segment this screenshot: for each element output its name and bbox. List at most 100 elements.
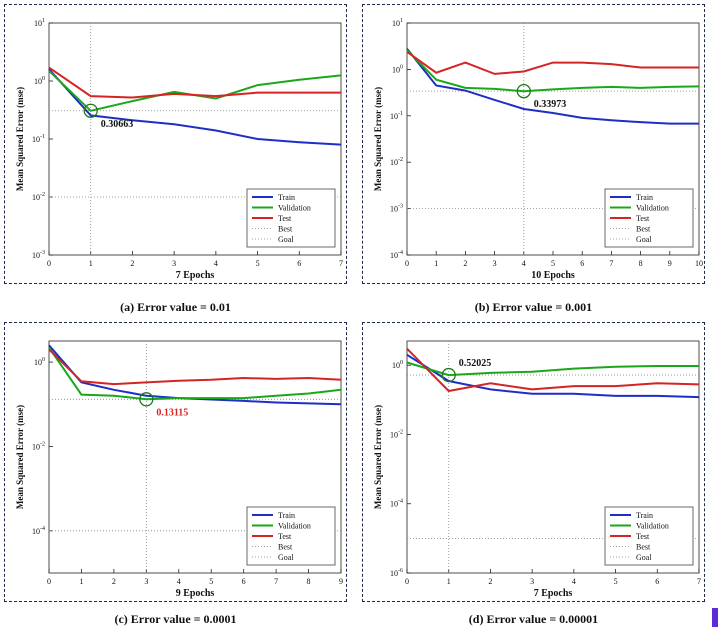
legend-label-best: Best [636, 543, 651, 552]
y-tick-exponent: -2 [398, 429, 403, 435]
series-line-test [406, 347, 700, 393]
series-line-validation [406, 49, 700, 93]
caption-d: (d) Error value = 0.00001 [468, 612, 599, 626]
y-tick-base: 10 [34, 358, 42, 367]
y-tick-label: 10-2 [32, 192, 45, 202]
y-tick-exponent: -1 [40, 134, 45, 140]
x-tick-label: 7 [274, 577, 278, 586]
accent-bar [712, 608, 718, 627]
caption-b: (b) Error value = 0.001 [474, 300, 593, 314]
series-line-train [406, 48, 699, 125]
y-tick-base: 10 [390, 500, 398, 509]
y-tick-base: 10 [390, 158, 398, 167]
legend-label-test: Test [636, 214, 650, 223]
best-value-annotation: 0.33973 [534, 99, 567, 110]
x-tick-label: 5 [209, 577, 213, 586]
y-tick-base: 10 [392, 19, 400, 28]
x-tick-label: 0 [47, 259, 51, 268]
legend-label-validation: Validation [636, 204, 669, 213]
y-tick-base: 10 [32, 135, 40, 144]
best-point-marker [516, 84, 531, 99]
series-line-test [406, 50, 699, 75]
caption-a: (a) Error value = 0.01 [120, 300, 231, 314]
legend-label-best: Best [636, 225, 651, 234]
x-tick-label: 1 [89, 259, 93, 268]
caption-c: (c) Error value = 0.0001 [114, 612, 237, 626]
legend-label-test: Test [278, 214, 292, 223]
y-tick-base: 10 [392, 361, 400, 370]
y-tick-label: 100 [34, 76, 45, 86]
x-tick-label: 3 [144, 577, 148, 586]
legend-label-validation: Validation [278, 522, 311, 531]
x-tick-label: 8 [639, 259, 643, 268]
y-tick-base: 10 [32, 442, 40, 451]
x-axis-label: 7 Epochs [176, 270, 215, 281]
best-value-annotation: 0.13115 [156, 407, 188, 418]
x-tick-label: 5 [256, 259, 260, 268]
y-tick-label: 10-1 [32, 134, 45, 144]
x-tick-label: 2 [463, 259, 467, 268]
y-tick-exponent: -4 [398, 499, 403, 505]
x-tick-label: 7 [339, 259, 343, 268]
y-tick-base: 10 [34, 19, 42, 28]
x-tick-label: 4 [522, 259, 526, 268]
legend-label-train: Train [636, 193, 653, 202]
series-line-train [48, 68, 342, 146]
y-tick-label: 10-3 [390, 204, 403, 214]
series-line-validation [48, 347, 342, 401]
legend-label-best: Best [278, 543, 293, 552]
x-axis-label: 7 Epochs [534, 588, 573, 599]
x-tick-label: 1 [447, 577, 451, 586]
x-tick-label: 2 [488, 577, 492, 586]
legend-label-train: Train [278, 193, 295, 202]
y-tick-exponent: 0 [400, 64, 403, 70]
x-tick-label: 0 [405, 577, 409, 586]
best-point-marker [83, 103, 98, 118]
panel-c: 100 10-2 10-4 0 1 2 3 4 5 6 7 8 9 9 Epochs Mean Square… [4, 322, 347, 602]
x-tick-label: 2 [130, 259, 134, 268]
x-tick-label: 6 [297, 259, 301, 268]
panel-a: 101 100 10-1 10-2 10-3 0 1 2 3 4 5 6 7 7 Epochs Mean S… [4, 4, 347, 284]
x-axis-label: 9 Epochs [176, 588, 215, 599]
series-line-train [406, 353, 700, 399]
panel-d: 100 10-2 10-4 10-6 0 1 2 3 4 5 6 7 7 Epochs Mean Squa… [362, 322, 705, 602]
x-axis-label: 10 Epochs [531, 270, 575, 281]
y-tick-base: 10 [34, 77, 42, 86]
y-tick-exponent: 0 [42, 76, 45, 82]
y-tick-exponent: 0 [400, 360, 403, 366]
y-tick-base: 10 [32, 193, 40, 202]
panel-b: 101 100 10-1 10-2 10-3 10-4 0 1 2 3 4 5 6 7 8 9 10 10 Epo… [362, 4, 705, 284]
y-tick-exponent: -3 [40, 250, 45, 256]
y-tick-exponent: -2 [40, 441, 45, 447]
y-tick-label: 101 [34, 18, 45, 28]
y-tick-label: 10-4 [390, 499, 403, 509]
y-tick-base: 10 [392, 65, 400, 74]
legend-label-train: Train [278, 511, 295, 520]
legend-label-test: Test [278, 532, 292, 541]
best-value-annotation: 0.30663 [101, 119, 134, 130]
x-tick-label: 0 [47, 577, 51, 586]
legend-label-goal: Goal [278, 235, 294, 244]
legend-label-validation: Validation [278, 204, 311, 213]
y-tick-exponent: 0 [42, 357, 45, 363]
x-tick-label: 8 [307, 577, 311, 586]
y-tick-base: 10 [390, 112, 398, 121]
x-tick-label: 6 [580, 259, 584, 268]
y-tick-exponent: -3 [398, 204, 403, 210]
y-tick-label: 100 [392, 64, 403, 74]
x-tick-label: 4 [214, 259, 218, 268]
series-line-test [48, 348, 342, 386]
y-axis-label: Mean Squared Error (mse) [15, 87, 25, 191]
y-tick-label: 10-1 [390, 111, 403, 121]
x-tick-label: 5 [551, 259, 555, 268]
legend-label-train: Train [636, 511, 653, 520]
y-tick-label: 100 [392, 360, 403, 370]
x-tick-label: 3 [172, 259, 176, 268]
y-tick-label: 10-2 [390, 429, 403, 439]
y-tick-exponent: -4 [398, 250, 403, 256]
